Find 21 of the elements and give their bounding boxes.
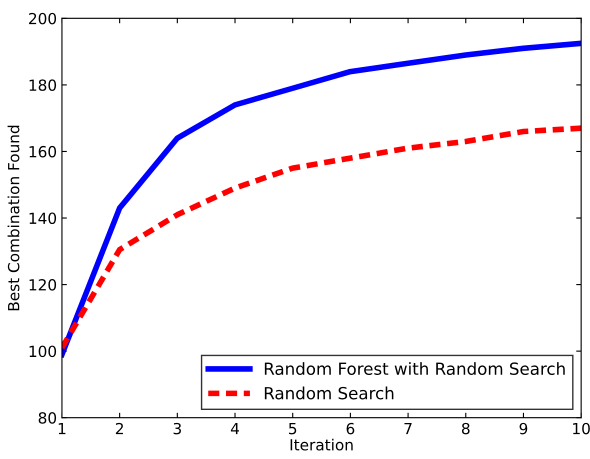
y-tick-label: 120	[30, 279, 56, 291]
x-axis-title: Iteration	[290, 438, 353, 451]
y-tick-label: 80	[38, 412, 56, 424]
x-tick-label: 2	[116, 422, 123, 434]
x-tick-label: 6	[346, 422, 354, 434]
x-tick-label: 10	[573, 422, 590, 434]
x-tick-label: 3	[174, 422, 181, 434]
y-tick-label: 140	[30, 212, 56, 224]
x-tick-label: 5	[289, 423, 296, 434]
legend-label: Random Search	[264, 386, 394, 400]
x-tick-label: 9	[520, 422, 528, 434]
y-tick-label: 180	[30, 79, 56, 91]
x-tick-label: 7	[404, 423, 412, 434]
y-tick-label: 200	[29, 12, 56, 24]
y-tick-label: 160	[30, 146, 56, 158]
x-tick-label: 4	[230, 423, 240, 434]
y-axis-title: Best Combination Found	[8, 126, 20, 310]
x-tick-label: 8	[462, 422, 470, 434]
y-tick-label: 100	[30, 346, 56, 358]
x-tick-label: 1	[58, 423, 66, 434]
legend-label: Random Forest with Random Search	[264, 362, 565, 375]
